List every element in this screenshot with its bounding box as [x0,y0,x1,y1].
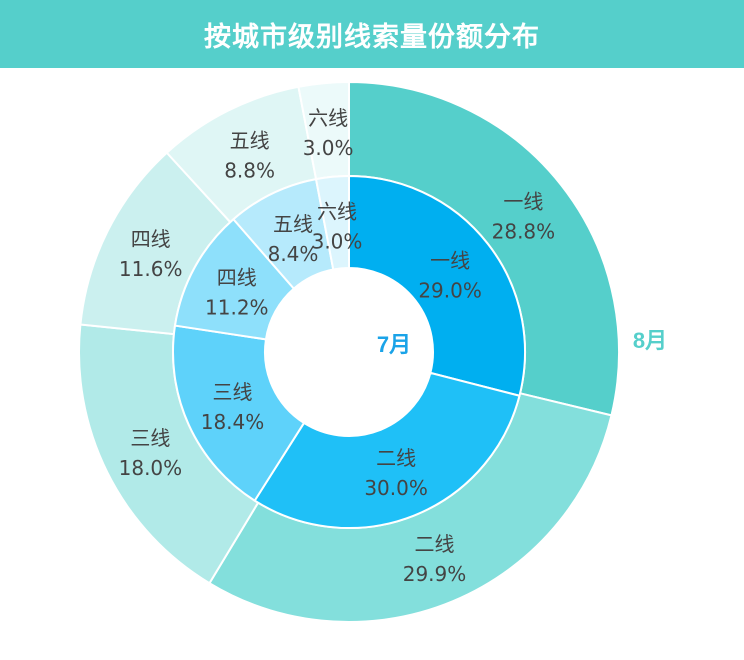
slice-value-label-s0-4: 8.4% [268,242,319,266]
slice-category-label-s0-1: 二线 [376,446,416,470]
slice-category-label-s0-4: 五线 [273,212,313,236]
chart-title: 按城市级别线索量份额分布 [204,21,540,53]
outer-ring-8月 [77,80,620,624]
slice-s0-0 [348,174,526,397]
slice-value-label-s1-0: 28.8% [492,220,556,244]
slice-labels: 一线 28.8% 二线 29.9% 三线 18.0% 四线 11.6% 五线 8.8% 六线 3.0%… [119,106,556,586]
slice-s0-1 [253,371,521,529]
slice-value-label-s1-3: 11.6% [119,257,183,281]
slice-value-label-s1-4: 8.8% [224,159,275,183]
slice-value-label-s1-2: 18.0% [119,456,183,480]
slice-category-label-s0-2: 三线 [213,380,253,404]
slice-value-label-s0-2: 18.4% [201,410,265,434]
slice-category-label-s1-4: 五线 [230,129,270,153]
slice-s0-5 [314,174,350,271]
donut-chart: 一线 28.8% 二线 29.9% 三线 18.0% 四线 11.6% 五线 8.8% 六线 3.0%… [77,80,667,624]
slice-value-label-s0-5: 3.0% [312,230,363,254]
slice-category-label-s1-2: 三线 [130,426,170,450]
slice-category-label-s1-3: 四线 [131,227,171,251]
outer-series-label: 8月 [633,328,667,353]
inner-series-label: 7月 [377,332,411,357]
slice-value-label-s1-1: 29.9% [403,562,467,586]
slice-category-label-s0-0: 一线 [430,249,470,273]
title-bar: 按城市级别线索量份额分布 [0,0,744,68]
slice-category-label-s1-1: 二线 [415,532,455,556]
slice-category-label-s1-0: 一线 [503,190,543,214]
slice-category-label-s0-3: 四线 [217,265,257,289]
slice-s0-2 [172,324,306,502]
slice-category-label-s0-5: 六线 [317,200,357,224]
inner-ring-7月 [172,174,526,529]
slice-category-label-s1-5: 六线 [308,106,348,130]
slice-value-label-s0-0: 29.0% [418,279,482,303]
slice-value-label-s1-5: 3.0% [303,136,354,160]
slice-value-label-s0-1: 30.0% [364,476,428,500]
slice-value-label-s0-3: 11.2% [205,295,269,319]
